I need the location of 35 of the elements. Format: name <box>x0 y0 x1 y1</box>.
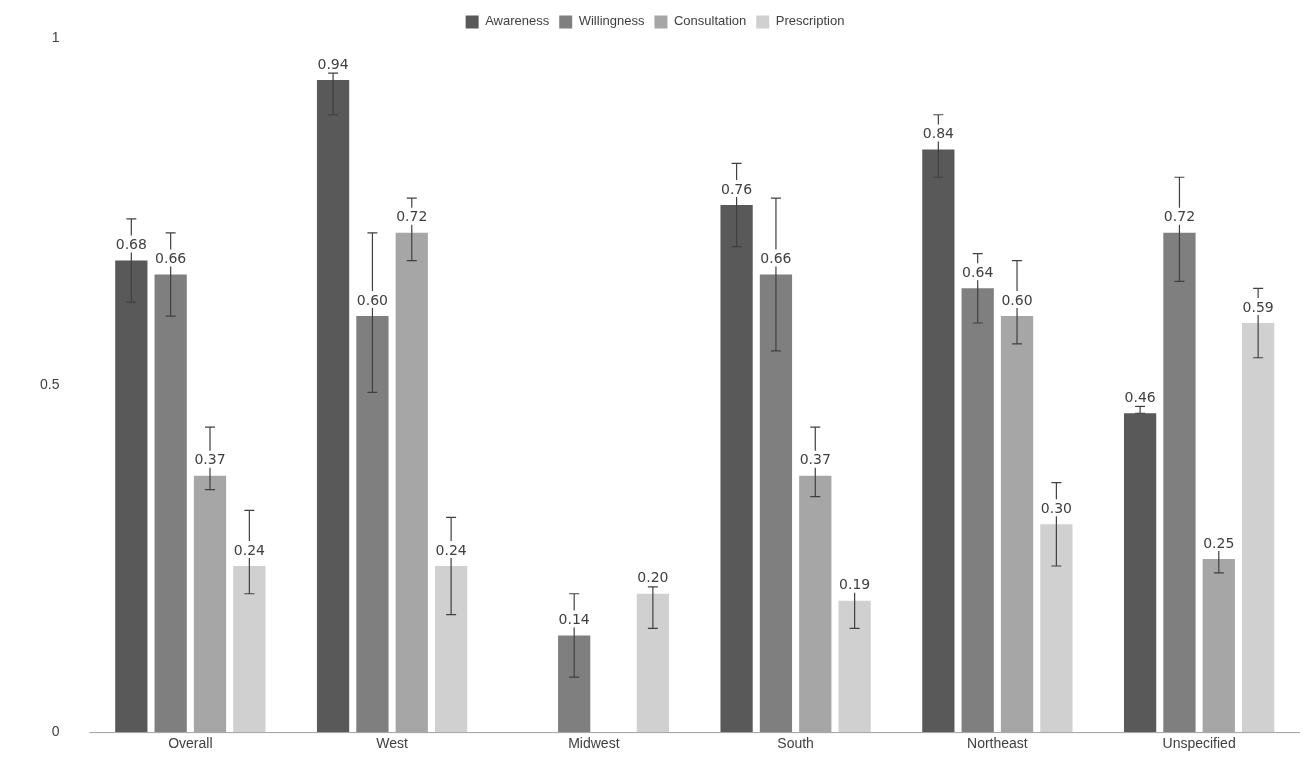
y-tick-label: 0.5 <box>39 376 60 393</box>
data-label: 0.46 <box>1124 388 1156 405</box>
data-label: 0.68 <box>115 236 147 253</box>
data-label: 0.72 <box>396 208 428 225</box>
data-label: 0.24 <box>435 541 467 558</box>
data-label: 0.84 <box>922 125 955 142</box>
data-label: 0.60 <box>356 291 389 308</box>
data-label: 0.76 <box>721 180 753 197</box>
x-tick-label: Overall <box>168 734 213 751</box>
y-tick-label: 0 <box>51 723 60 740</box>
data-label: 0.94 <box>317 55 349 72</box>
data-label: 0.19 <box>839 576 871 593</box>
data-label: 0.37 <box>799 451 831 468</box>
data-label: 0.20 <box>637 569 669 586</box>
data-label: 0.66 <box>155 250 187 267</box>
x-tick-label: West <box>376 734 409 751</box>
data-label: 0.37 <box>194 451 226 468</box>
data-label: 0.64 <box>962 263 994 280</box>
data-label: 0.59 <box>1242 298 1274 315</box>
data-label: 0.30 <box>1040 499 1072 516</box>
data-label: 0.24 <box>233 541 266 558</box>
x-tick-label: South <box>777 734 814 751</box>
data-label: 0.72 <box>1163 208 1196 225</box>
legend-label: Prescription <box>775 13 845 29</box>
x-tick-label: Unspecified <box>1162 734 1236 751</box>
x-tick-label: Midwest <box>568 734 620 751</box>
data-label: 0.25 <box>1203 534 1235 551</box>
data-label: 0.66 <box>760 250 792 267</box>
legend-label: Awareness <box>485 13 550 29</box>
y-tick-label: 1 <box>51 29 60 46</box>
legend-label: Consultation <box>673 13 747 29</box>
data-label: 0.14 <box>558 611 590 628</box>
x-tick-label: Northeast <box>967 734 1028 751</box>
data-label: 0.60 <box>1001 291 1033 308</box>
legend-label: Willingness <box>578 13 645 29</box>
